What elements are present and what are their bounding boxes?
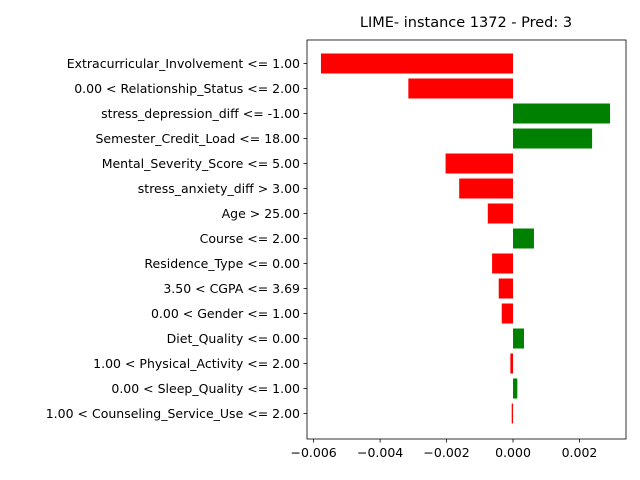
chart-title: LIME- instance 1372 - Pred: 3: [360, 15, 572, 31]
bar-4: [445, 153, 514, 174]
y-tick-labels: Extracurricular_Involvement <= 1.00 0.00 …: [46, 56, 307, 421]
bar-2: [513, 103, 611, 124]
x-tick-label-3: 0.000: [495, 445, 531, 460]
bar-11: [513, 328, 524, 349]
x-axis: −0.006 −0.004 −0.002 0.000 0.002: [291, 439, 598, 460]
bar-13: [513, 378, 518, 399]
bar-6: [487, 203, 514, 224]
bar-1: [408, 78, 514, 99]
bar-5: [459, 178, 514, 199]
y-tick-label-0: Extracurricular_Involvement <= 1.00: [67, 56, 300, 71]
y-tick-label-8: Residence_Type <= 0.00: [144, 256, 300, 271]
y-tick-label-13: 0.00 < Sleep_Quality <= 1.00: [111, 381, 300, 396]
bar-8: [492, 253, 514, 274]
y-tick-label-1: 0.00 < Relationship_Status <= 2.00: [74, 81, 300, 96]
y-tick-label-4: Mental_Severity_Score <= 5.00: [102, 156, 300, 171]
y-tick-label-12: 1.00 < Physical_Activity <= 2.00: [93, 356, 300, 371]
x-tick-label-4: 0.002: [562, 445, 598, 460]
x-tick-label-0: −0.006: [291, 445, 337, 460]
bars-group: [320, 53, 611, 424]
bar-10: [501, 303, 514, 324]
y-tick-label-2: stress_depression_diff <= -1.00: [101, 106, 300, 121]
y-tick-label-11: Diet_Quality <= 0.00: [167, 331, 300, 346]
y-tick-label-10: 0.00 < Gender <= 1.00: [151, 306, 300, 321]
bar-9: [498, 278, 514, 299]
bar-12: [510, 353, 514, 374]
y-tick-label-9: 3.50 < CGPA <= 3.69: [163, 281, 300, 296]
bar-0: [320, 53, 514, 74]
bar-3: [513, 128, 593, 149]
y-tick-label-5: stress_anxiety_diff > 3.00: [138, 181, 300, 196]
y-tick-label-3: Semester_Credit_Load <= 18.00: [96, 131, 301, 146]
y-tick-label-14: 1.00 < Counseling_Service_Use <= 2.00: [46, 406, 300, 421]
x-tick-label-2: −0.002: [423, 445, 469, 460]
bar-14: [511, 403, 514, 424]
plot-frame: [306, 39, 627, 440]
y-tick-label-7: Course <= 2.00: [200, 231, 300, 246]
bar-7: [513, 228, 534, 249]
y-tick-label-6: Age > 25.00: [222, 206, 300, 221]
x-tick-label-1: −0.004: [357, 445, 403, 460]
